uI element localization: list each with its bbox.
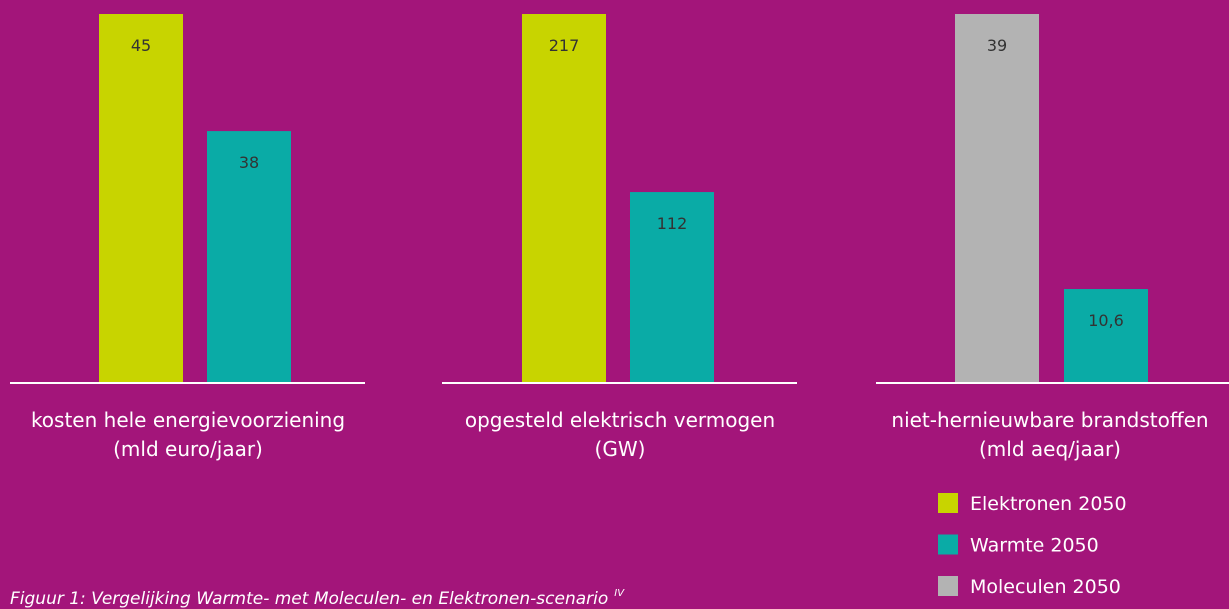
caption-sup: IV (614, 588, 625, 599)
caption: Figuur 1: Vergelijking Warmte- met Molec… (10, 588, 625, 609)
value-label: 39 (987, 36, 1007, 55)
axis-label: opgesteld elektrisch vermogen (465, 408, 775, 432)
bar (207, 131, 291, 382)
legend-swatch (938, 576, 958, 596)
bar (955, 14, 1039, 382)
value-label: 112 (657, 214, 688, 233)
legend-label: Elektronen 2050 (970, 493, 1127, 515)
legend-swatch (938, 534, 958, 555)
value-label: 217 (549, 36, 580, 55)
value-label: 10,6 (1088, 311, 1124, 330)
axis-label: kosten hele energievoorziening (31, 408, 345, 432)
bar (522, 14, 606, 382)
axis-label: (mld euro/jaar) (113, 437, 263, 461)
bar (99, 14, 183, 382)
value-label: 45 (131, 36, 151, 55)
legend-label: Moleculen 2050 (970, 576, 1121, 598)
value-label: 38 (239, 153, 259, 172)
legend-label: Warmte 2050 (970, 535, 1099, 557)
axis-label: niet-hernieuwbare brandstoffen (891, 408, 1208, 432)
bar (1064, 289, 1148, 382)
axis-label: (GW) (595, 437, 646, 461)
bar (630, 192, 714, 382)
legend-swatch (938, 493, 958, 513)
caption-text: Figuur 1: Vergelijking Warmte- met Molec… (10, 589, 608, 609)
axis-label: (mld aeq/jaar) (979, 437, 1121, 461)
